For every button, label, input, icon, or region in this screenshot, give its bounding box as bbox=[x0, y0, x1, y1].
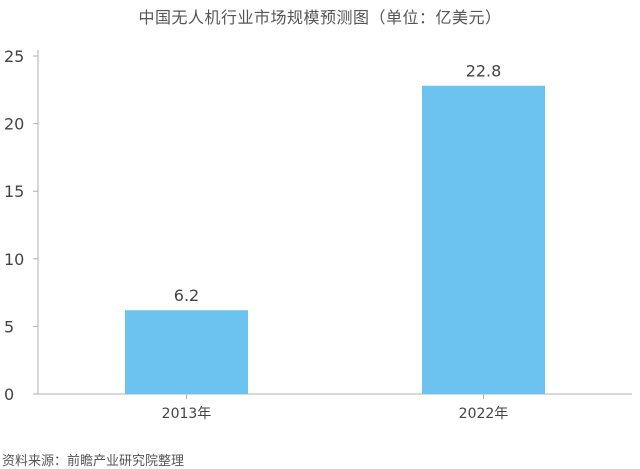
y-tick-label: 20 bbox=[4, 115, 24, 134]
bar bbox=[422, 85, 545, 394]
x-tick-label: 2013年 bbox=[162, 406, 212, 422]
x-tick-label: 2022年 bbox=[459, 406, 509, 422]
source-note: 资料来源：前瞻产业研究院整理 bbox=[2, 454, 185, 469]
bar-value-label: 6.2 bbox=[174, 286, 199, 305]
y-tick-label: 0 bbox=[4, 385, 14, 404]
y-tick-label: 5 bbox=[4, 317, 14, 336]
y-tick-label: 15 bbox=[4, 182, 24, 201]
bar bbox=[125, 310, 248, 394]
y-tick-label: 10 bbox=[4, 250, 24, 269]
bar-value-label: 22.8 bbox=[466, 62, 502, 81]
y-tick-label: 25 bbox=[4, 47, 24, 66]
chart-title: 中国无人机行业市场规模预测图（单位：亿美元） bbox=[138, 8, 502, 27]
